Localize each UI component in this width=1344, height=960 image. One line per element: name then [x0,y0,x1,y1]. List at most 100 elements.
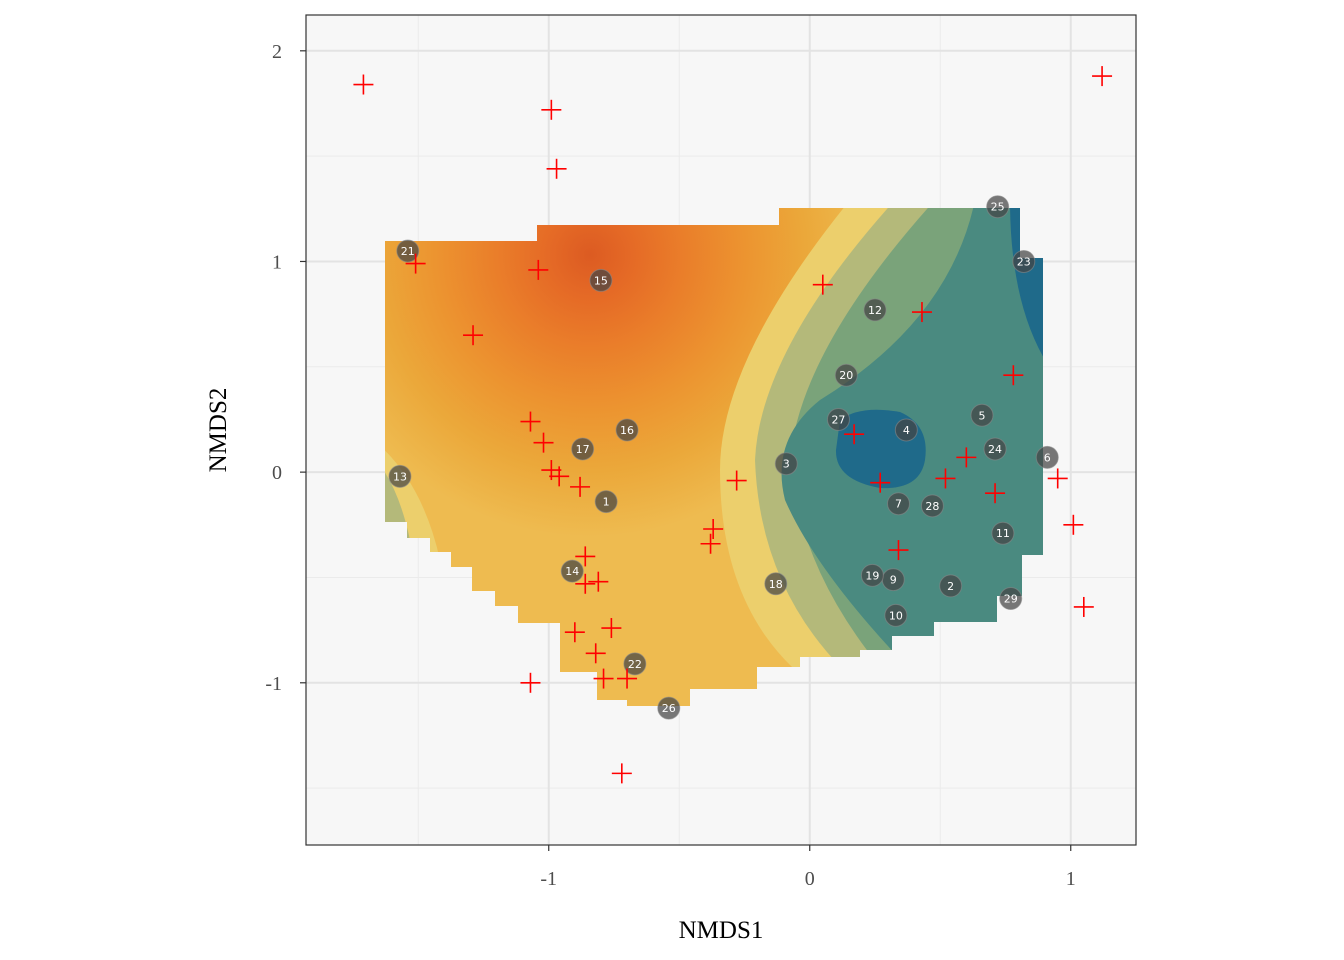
site-point: 9 [881,568,905,592]
site-point: 28 [920,494,944,518]
species-point [575,546,596,567]
site-marker [396,239,420,263]
y-tick-label: -1 [265,673,282,695]
site-point: 12 [863,298,887,322]
species-point [1073,596,1094,617]
contour-band-left-outer [385,445,410,540]
plot-border [305,14,1137,846]
site-point: 1 [594,490,618,514]
site-label: 7 [895,498,902,511]
species-point [541,99,562,120]
x-tick-label: 0 [805,868,815,890]
site-label: 27 [831,413,845,426]
site-marker [999,587,1023,611]
species-point [520,672,541,693]
site-marker [1035,445,1059,469]
site-label: 1 [603,496,610,509]
site-point: 11 [991,521,1015,545]
species-point [575,573,596,594]
site-label: 20 [839,369,853,382]
site-label: 16 [620,424,634,437]
site-label: 9 [890,574,897,587]
site-marker [863,298,887,322]
site-label: 2 [947,580,954,593]
contour-surface [385,208,1043,706]
site-point: 25 [986,195,1010,219]
species-point [601,618,622,639]
site-marker [623,652,647,676]
site-point: 3 [774,452,798,476]
site-marker [894,418,918,442]
species-point [911,302,932,323]
site-marker [615,418,639,442]
y-axis-title: NMDS2 [205,388,232,473]
site-point: 29 [999,587,1023,611]
site-marker [970,403,994,427]
site-marker [983,437,1007,461]
site-points: 1234567910111213141516171819202122232425… [388,195,1059,720]
species-point [844,424,865,445]
species-point [463,325,484,346]
site-point: 17 [571,437,595,461]
site-label: 6 [1044,451,1051,464]
species-point [593,668,614,689]
site-point: 20 [834,363,858,387]
site-label: 13 [393,470,407,483]
site-point: 7 [886,492,910,516]
site-marker [589,268,613,292]
species-point [956,447,977,468]
site-point: 16 [615,418,639,442]
site-marker [986,195,1010,219]
species-point [564,622,585,643]
site-point: 24 [983,437,1007,461]
species-point [1003,365,1024,386]
site-point: 18 [764,572,788,596]
site-marker [1012,249,1036,273]
site-point: 22 [623,652,647,676]
site-point: 10 [884,603,908,627]
site-point: 14 [560,559,584,583]
species-point [985,483,1006,504]
site-marker [920,494,944,518]
species-point [935,468,956,489]
site-point: 23 [1012,249,1036,273]
species-point [870,472,891,493]
site-marker [594,490,618,514]
site-marker [991,521,1015,545]
site-label: 25 [991,201,1005,214]
site-marker [826,407,850,431]
site-marker [774,452,798,476]
species-point [533,432,554,453]
site-point: 15 [589,268,613,292]
species-point [549,466,570,487]
site-label: 12 [868,304,882,317]
x-axis-title: NMDS1 [679,917,764,944]
site-marker [884,603,908,627]
site-label: 28 [925,500,939,513]
site-point: 19 [860,563,884,587]
species-point [617,668,638,689]
site-marker [657,696,681,720]
species-point [812,274,833,295]
species-point [888,540,909,561]
site-point: 2 [939,574,963,598]
species-point [703,519,724,540]
species-point [585,643,606,664]
site-label: 4 [903,424,910,437]
x-tick-label: -1 [540,868,557,890]
site-point: 13 [388,464,412,488]
species-point [520,411,541,432]
site-label: 11 [996,527,1010,540]
species-point [528,259,549,280]
site-point: 4 [894,418,918,442]
species-point [405,253,426,274]
site-label: 15 [594,274,608,287]
site-label: 23 [1017,255,1031,268]
site-label: 17 [576,443,590,456]
species-point [1092,66,1113,87]
site-label: 26 [662,702,676,715]
site-marker [388,464,412,488]
site-label: 21 [401,245,415,258]
site-point: 27 [826,407,850,431]
